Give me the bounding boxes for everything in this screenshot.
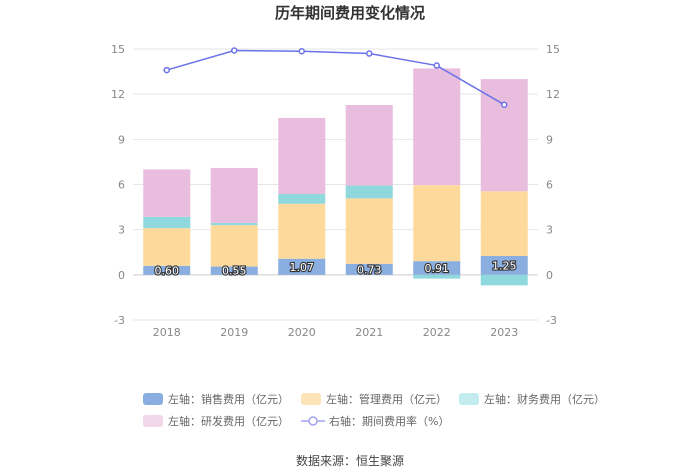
- bar-segment: [143, 228, 191, 266]
- legend-swatch-finance: [459, 393, 479, 405]
- bar-segment: [480, 256, 528, 275]
- x-tick-label: 2022: [423, 326, 451, 339]
- y-right-tick-label: 3: [546, 224, 553, 237]
- rate-line: [163, 47, 508, 108]
- data-labels: 0.60 0.55 1.07 0.73 0.91 1.25: [153, 258, 517, 278]
- y-left-tick-label: 15: [111, 43, 125, 56]
- chart-title: 历年期间费用变化情况: [274, 4, 425, 22]
- y-left-tick-label: -3: [114, 314, 125, 327]
- data-source: 数据来源：恒生聚源: [295, 454, 404, 468]
- bar-segment: [210, 222, 258, 226]
- bar-segment: [210, 225, 258, 267]
- y-left-tick-label: 0: [118, 269, 125, 282]
- bar-value-label: 1.25: [492, 259, 517, 272]
- legend-swatch-rate: [301, 415, 325, 427]
- bar-segment: [480, 79, 528, 192]
- bar-segment: [345, 198, 393, 264]
- x-tick-label: 2018: [153, 326, 181, 339]
- y-left-tick-label: 9: [118, 133, 125, 146]
- bar-segment: [413, 261, 461, 275]
- rate-line-point: [231, 47, 238, 54]
- bar-segment: [143, 169, 191, 217]
- bar-value-label: 0.91: [425, 262, 450, 275]
- bar-segment: [413, 68, 461, 186]
- legend-swatch-admin: [301, 393, 321, 405]
- bar-segment: [480, 274, 528, 286]
- bar-value-label: 0.60: [155, 264, 180, 277]
- legend-label-finance: 左轴：财务费用（亿元）: [484, 393, 605, 406]
- x-tick-label: 2021: [355, 326, 383, 339]
- bar-segment: [278, 117, 326, 194]
- legend-item-rate[interactable]: 右轴：期间费用率（%）: [301, 413, 449, 429]
- bar-value-label: 0.55: [222, 265, 247, 278]
- rate-line-point: [163, 66, 170, 74]
- legend: 左轴：销售费用（亿元） 左轴：管理费用（亿元） 左轴：财务费用（亿元） 左轴：研…: [143, 388, 605, 432]
- y-right-tick-label: 9: [546, 133, 553, 146]
- bar-segment: [345, 263, 393, 275]
- bar-segment: [413, 185, 461, 262]
- bar-segment: [143, 265, 191, 275]
- bar-value-label: 0.73: [357, 263, 382, 276]
- legend-swatch-rnd: [143, 415, 163, 427]
- grid-lines: [133, 48, 538, 321]
- legend-label-rate: 右轴：期间费用率（%）: [329, 415, 450, 428]
- y-right-tick-label: 15: [546, 43, 560, 56]
- y-left-tick-label: 6: [118, 179, 125, 192]
- rate-line-point: [298, 48, 305, 55]
- legend-item-admin[interactable]: 左轴：管理费用（亿元）: [301, 391, 447, 407]
- bar-segment: [278, 193, 326, 204]
- bar-segment: [345, 185, 393, 199]
- y-right-tick-label: -3: [546, 314, 557, 327]
- legend-swatch-sales: [143, 393, 163, 405]
- bar-segment: [345, 105, 393, 186]
- y-left-tick-label: 12: [111, 88, 125, 101]
- legend-item-finance[interactable]: 左轴：财务费用（亿元）: [459, 391, 605, 407]
- legend-label-rnd: 左轴：研发费用（亿元）: [168, 415, 289, 428]
- bar-segment: [278, 258, 326, 275]
- x-tick-label: 2023: [490, 326, 518, 339]
- rate-line-point: [433, 62, 440, 69]
- legend-item-rnd[interactable]: 左轴：研发费用（亿元）: [143, 413, 289, 429]
- rate-line-point: [366, 50, 373, 57]
- bar-segment: [143, 216, 191, 229]
- legend-label-sales: 左轴：销售费用（亿元）: [168, 393, 289, 406]
- y-right-tick-label: 0: [546, 269, 553, 282]
- rate-line-point: [501, 101, 508, 108]
- bars: [143, 68, 528, 286]
- rate-line-path: [166, 49, 505, 106]
- axes: -3 0 3 6 9 12 15 -3 0 3 6 9 12 15 2018 2019 2020 2021 2022…: [111, 43, 560, 339]
- legend-label-admin: 左轴：管理费用（亿元）: [326, 393, 447, 406]
- bar-segment: [210, 167, 258, 223]
- bar-value-label: 1.07: [290, 261, 315, 274]
- bar-segment: [210, 266, 258, 275]
- y-right-tick-label: 6: [546, 179, 553, 192]
- bar-segment: [480, 191, 528, 257]
- x-tick-label: 2020: [288, 326, 316, 339]
- x-tick-label: 2019: [220, 326, 248, 339]
- bar-segment: [413, 274, 461, 279]
- y-left-tick-label: 3: [118, 224, 125, 237]
- legend-item-sales[interactable]: 左轴：销售费用（亿元）: [143, 391, 289, 407]
- bar-segment: [278, 203, 326, 259]
- y-right-tick-label: 12: [546, 88, 560, 101]
